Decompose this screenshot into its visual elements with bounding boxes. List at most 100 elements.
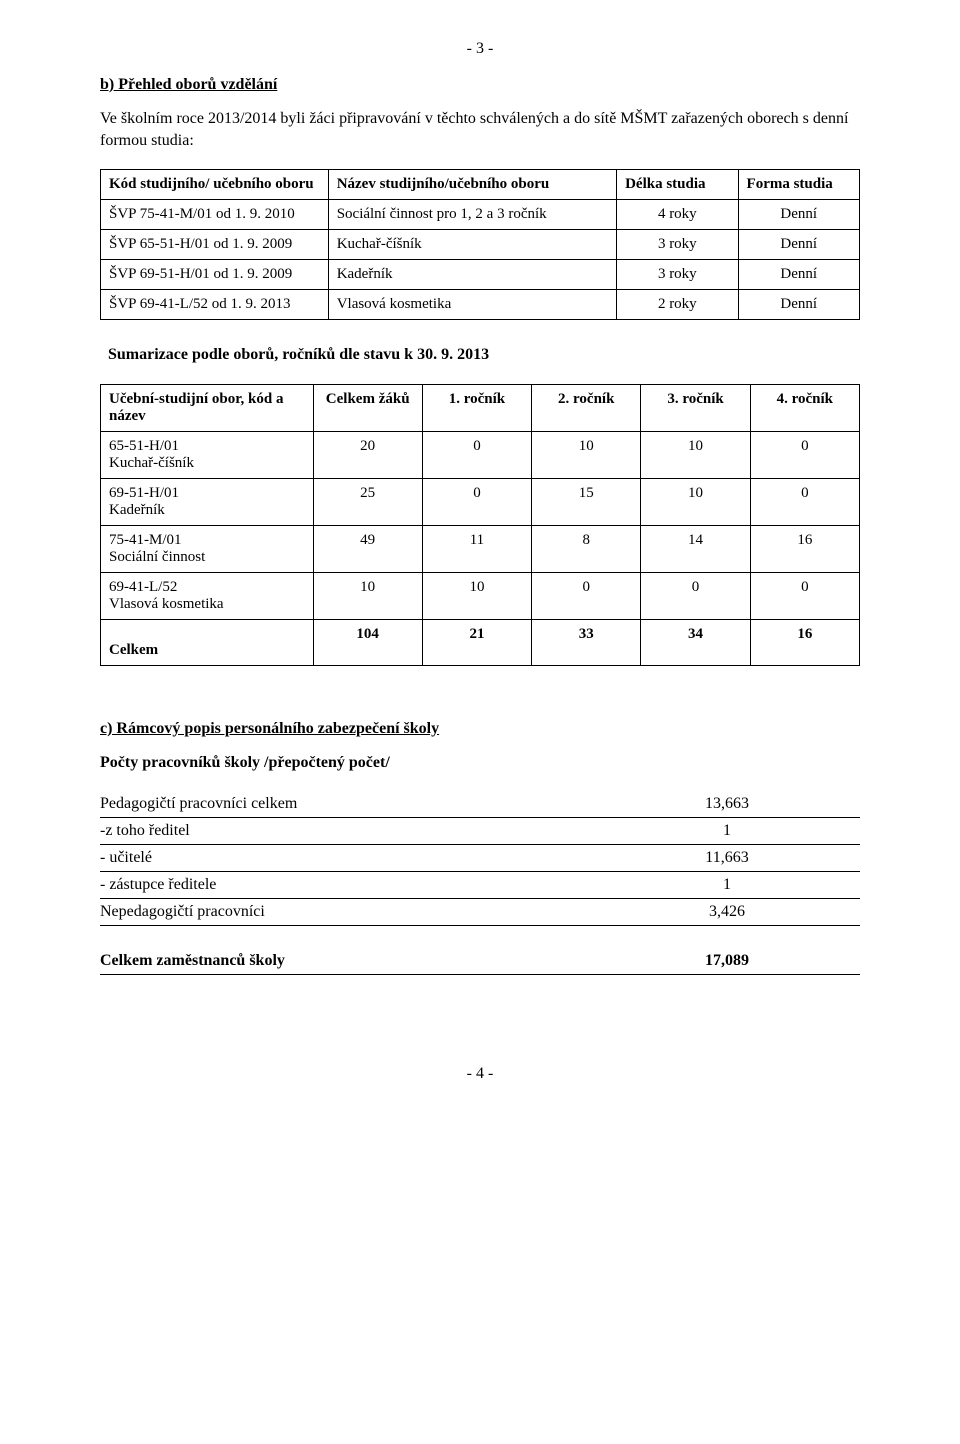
table-cell: 0 (422, 478, 531, 525)
table-cell: 3 roky (617, 260, 738, 290)
table-row: - učitelé 11,663 (100, 845, 860, 872)
table-row: Nepedagogičtí pracovníci 3,426 (100, 899, 860, 926)
table-header: 1. ročník (422, 384, 531, 431)
table-cell: 0 (750, 572, 859, 619)
table-row: ŠVP 65-51-H/01 od 1. 9. 2009 Kuchař-číšn… (101, 230, 860, 260)
staff-label: Nepedagogičtí pracovníci (100, 899, 594, 926)
programs-table: Kód studijního/ učebního oboru Název stu… (100, 169, 860, 320)
row-code: 69-41-L/52 (109, 579, 177, 595)
staff-label: - učitelé (100, 845, 594, 872)
table-row: ŠVP 69-41-L/52 od 1. 9. 2013 Vlasová kos… (101, 290, 860, 320)
table-header: Název studijního/učebního oboru (328, 170, 616, 200)
table-cell: 75-41-M/01 Sociální činnost (101, 525, 314, 572)
table-cell: 34 (641, 619, 750, 665)
table-cell: ŠVP 69-41-L/52 od 1. 9. 2013 (101, 290, 329, 320)
row-name: Kadeřník (109, 502, 165, 518)
table-cell: 33 (532, 619, 641, 665)
staff-total-label: Celkem zaměstnanců školy (100, 948, 594, 975)
summary-heading: Sumarizace podle oborů, ročníků dle stav… (108, 344, 860, 366)
table-row: Pedagogičtí pracovníci celkem 13,663 (100, 791, 860, 818)
section-c-subtitle: Počty pracovníků školy /přepočtený počet… (100, 752, 860, 774)
row-code: 65-51-H/01 (109, 438, 179, 454)
table-cell: Celkem (101, 619, 314, 665)
staff-label: -z toho ředitel (100, 818, 594, 845)
table-row: - zástupce ředitele 1 (100, 872, 860, 899)
table-header: Délka studia (617, 170, 738, 200)
table-cell: 0 (750, 431, 859, 478)
staff-value: 13,663 (594, 791, 860, 818)
table-row: 75-41-M/01 Sociální činnost 49 11 8 14 1… (101, 525, 860, 572)
spacer (100, 690, 860, 720)
table-header-row: Kód studijního/ učebního oboru Název stu… (101, 170, 860, 200)
table-row: 69-51-H/01 Kadeřník 25 0 15 10 0 (101, 478, 860, 525)
table-cell: 2 roky (617, 290, 738, 320)
page-number-bottom: - 4 - (100, 1065, 860, 1083)
row-name: Sociální činnost (109, 549, 205, 565)
document-page: - 3 - b) Přehled oborů vzdělání Ve školn… (0, 0, 960, 1123)
table-gap-row (100, 926, 860, 949)
page-number-top: - 3 - (100, 40, 860, 58)
table-cell: Kadeřník (328, 260, 616, 290)
table-row: -z toho ředitel 1 (100, 818, 860, 845)
table-cell: ŠVP 65-51-H/01 od 1. 9. 2009 (101, 230, 329, 260)
table-total-row: Celkem zaměstnanců školy 17,089 (100, 948, 860, 975)
table-row: ŠVP 69-51-H/01 od 1. 9. 2009 Kadeřník 3 … (101, 260, 860, 290)
table-cell: 0 (532, 572, 641, 619)
table-cell: 25 (313, 478, 422, 525)
table-cell: Vlasová kosmetika (328, 290, 616, 320)
table-cell: 14 (641, 525, 750, 572)
table-cell: Kuchař-číšník (328, 230, 616, 260)
table-cell: 49 (313, 525, 422, 572)
table-total-row: Celkem 104 21 33 34 16 (101, 619, 860, 665)
table-cell: 0 (641, 572, 750, 619)
table-cell: 104 (313, 619, 422, 665)
table-cell: ŠVP 69-51-H/01 od 1. 9. 2009 (101, 260, 329, 290)
section-c-title: c) Rámcový popis personálního zabezpečen… (100, 720, 860, 738)
table-row: 65-51-H/01 Kuchař-číšník 20 0 10 10 0 (101, 431, 860, 478)
table-header: 3. ročník (641, 384, 750, 431)
table-cell: 4 roky (617, 200, 738, 230)
table-cell: 0 (750, 478, 859, 525)
row-name: Vlasová kosmetika (109, 596, 224, 612)
table-header: 4. ročník (750, 384, 859, 431)
table-cell: 10 (532, 431, 641, 478)
table-cell: 15 (532, 478, 641, 525)
staff-table: Pedagogičtí pracovníci celkem 13,663 -z … (100, 791, 860, 975)
staff-label: - zástupce ředitele (100, 872, 594, 899)
table-cell: 10 (641, 431, 750, 478)
table-cell: 10 (641, 478, 750, 525)
table-cell: 10 (422, 572, 531, 619)
table-header: Učební-studijní obor, kód a název (101, 384, 314, 431)
staff-total-value: 17,089 (594, 948, 860, 975)
table-cell: 16 (750, 525, 859, 572)
row-code: 69-51-H/01 (109, 485, 179, 501)
table-cell: Denní (738, 260, 859, 290)
staff-value: 1 (594, 818, 860, 845)
table-row: ŠVP 75-41-M/01 od 1. 9. 2010 Sociální či… (101, 200, 860, 230)
table-cell: 69-41-L/52 Vlasová kosmetika (101, 572, 314, 619)
table-cell: 0 (422, 431, 531, 478)
table-cell: 65-51-H/01 Kuchař-číšník (101, 431, 314, 478)
staff-label: Pedagogičtí pracovníci celkem (100, 791, 594, 818)
table-cell: 3 roky (617, 230, 738, 260)
table-cell: 11 (422, 525, 531, 572)
table-cell: 20 (313, 431, 422, 478)
table-cell: 21 (422, 619, 531, 665)
table-cell: 16 (750, 619, 859, 665)
table-cell: ŠVP 75-41-M/01 od 1. 9. 2010 (101, 200, 329, 230)
section-b-title: b) Přehled oborů vzdělání (100, 76, 860, 94)
table-cell: Denní (738, 230, 859, 260)
summary-table: Učební-studijní obor, kód a název Celkem… (100, 384, 860, 666)
table-header-row: Učební-studijní obor, kód a název Celkem… (101, 384, 860, 431)
staff-value: 11,663 (594, 845, 860, 872)
row-name: Kuchař-číšník (109, 455, 194, 471)
table-header: Celkem žáků (313, 384, 422, 431)
table-cell: Denní (738, 200, 859, 230)
staff-value: 1 (594, 872, 860, 899)
table-cell: 8 (532, 525, 641, 572)
table-cell: 69-51-H/01 Kadeřník (101, 478, 314, 525)
table-header: Kód studijního/ učebního oboru (101, 170, 329, 200)
section-b-paragraph: Ve školním roce 2013/2014 byli žáci přip… (100, 108, 860, 151)
staff-value: 3,426 (594, 899, 860, 926)
table-cell: Denní (738, 290, 859, 320)
